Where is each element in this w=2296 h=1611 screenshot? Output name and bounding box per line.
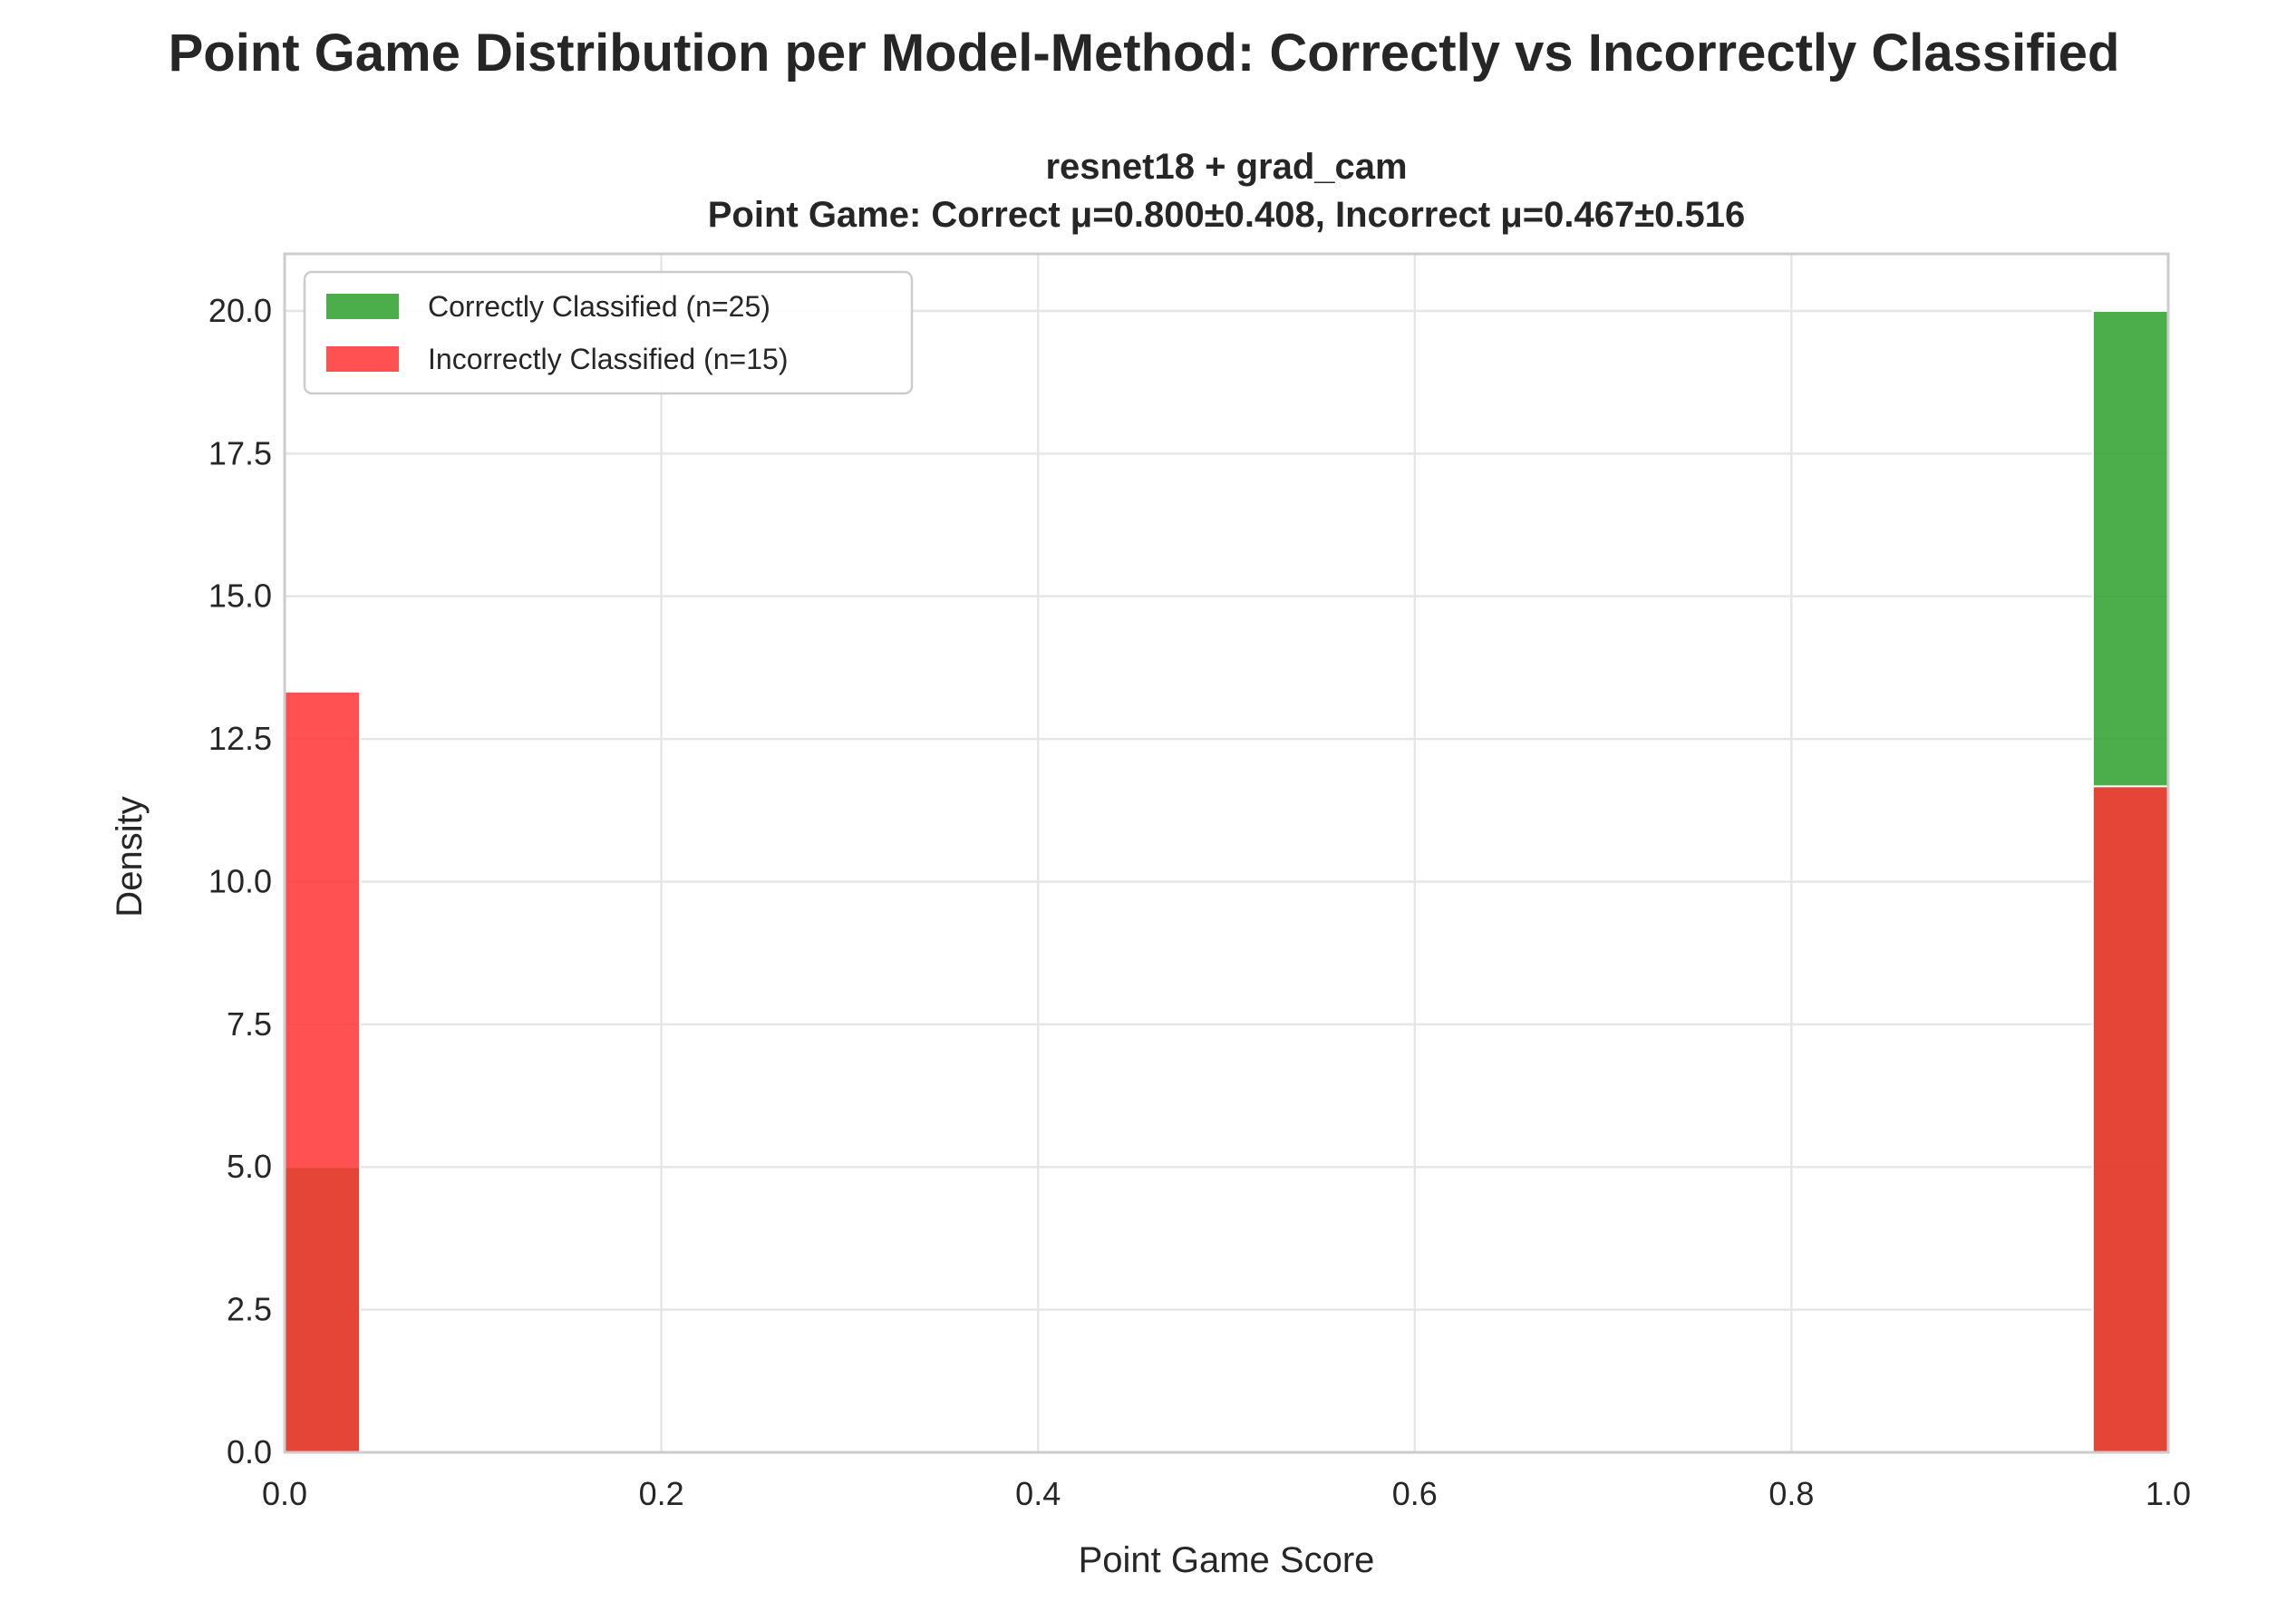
figure-title: Point Game Distribution per Model-Method… bbox=[169, 24, 2120, 82]
frame-layer bbox=[283, 252, 2170, 1454]
legend-swatch-1 bbox=[326, 346, 399, 372]
y-tick-label: 10.0 bbox=[208, 862, 272, 899]
x-tick-label: 1.0 bbox=[2146, 1475, 2191, 1512]
y-tick-label: 2.5 bbox=[227, 1291, 272, 1328]
y-tick-label: 7.5 bbox=[227, 1005, 272, 1043]
ticks-layer: 0.0 0.2 0.4 0.6 0.8 1.0 0.0 2.5 5.0 7.5 10.0 12.5 15… bbox=[208, 292, 2191, 1512]
legend-swatch-0 bbox=[326, 294, 399, 319]
legend-box bbox=[303, 270, 914, 395]
bar-series1-bin1 bbox=[2091, 785, 2169, 1453]
subplot-title-line1: resnet18 + grad_cam bbox=[1045, 147, 1407, 187]
y-tick-label: 15.0 bbox=[208, 577, 272, 615]
y-tick-label: 5.0 bbox=[227, 1148, 272, 1185]
legend-label-0: Correctly Classified (n=25) bbox=[428, 290, 770, 323]
x-axis-label: Point Game Score bbox=[1079, 1540, 1375, 1580]
x-tick-label: 0.6 bbox=[1392, 1475, 1438, 1512]
x-tick-label: 0.8 bbox=[1768, 1475, 1814, 1512]
y-axis-label: Density bbox=[110, 796, 150, 917]
plot-frame bbox=[283, 252, 2170, 1454]
x-tick-label: 0.4 bbox=[1015, 1475, 1061, 1512]
legend: Correctly Classified (n=25) Incorrectly C… bbox=[303, 270, 914, 395]
legend-label-1: Incorrectly Classified (n=15) bbox=[428, 343, 788, 375]
y-tick-label: 17.5 bbox=[208, 434, 272, 471]
x-tick-label: 0.0 bbox=[262, 1475, 307, 1512]
x-tick-label: 0.2 bbox=[639, 1475, 684, 1512]
bar-series1-bin0 bbox=[284, 690, 362, 1453]
bars-layer bbox=[284, 309, 2169, 1453]
subplot-title-line2: Point Game: Correct μ=0.800±0.408, Incor… bbox=[708, 195, 1746, 235]
y-tick-label: 0.0 bbox=[227, 1433, 272, 1470]
y-tick-label: 12.5 bbox=[208, 720, 272, 757]
grid-layer bbox=[283, 254, 2170, 1454]
y-tick-label: 20.0 bbox=[208, 292, 272, 329]
